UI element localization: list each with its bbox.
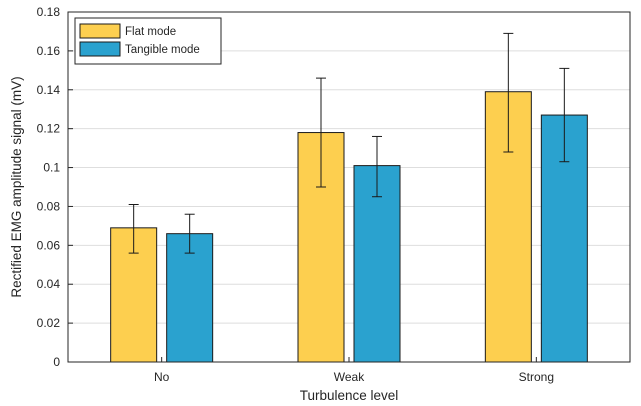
x-tick-label: Strong [519,370,554,384]
y-tick-label: 0.04 [37,277,61,291]
legend: Flat mode Tangible mode [74,17,222,65]
y-tick-label: 0.02 [37,316,61,330]
x-axis-ticks: No Weak Strong [154,357,554,384]
y-axis-label: Rectified EMG amplitude signal (mV) [9,76,24,297]
legend-label: Tangible mode [125,44,200,56]
legend-swatch [79,41,121,57]
y-tick-label: 0 [53,355,60,369]
y-tick-label: 0.16 [37,44,61,58]
y-tick-label: 0.12 [37,122,61,136]
x-tick-label: No [154,370,170,384]
legend-swatch [79,23,121,39]
y-tick-label: 0.14 [37,83,61,97]
legend-label: Flat mode [125,26,176,38]
x-tick-label: Weak [334,370,365,384]
y-tick-label: 0.06 [37,238,61,252]
y-tick-label: 0.1 [43,161,60,175]
y-tick-label: 0.18 [37,5,61,19]
x-axis-label: Turbulence level [300,388,399,403]
y-axis-ticks: 0 0.02 0.04 0.06 0.08 0.1 0.12 0.14 0.16 0.18 [37,5,73,369]
y-tick-label: 0.08 [37,199,61,213]
error-bars [128,32,570,254]
